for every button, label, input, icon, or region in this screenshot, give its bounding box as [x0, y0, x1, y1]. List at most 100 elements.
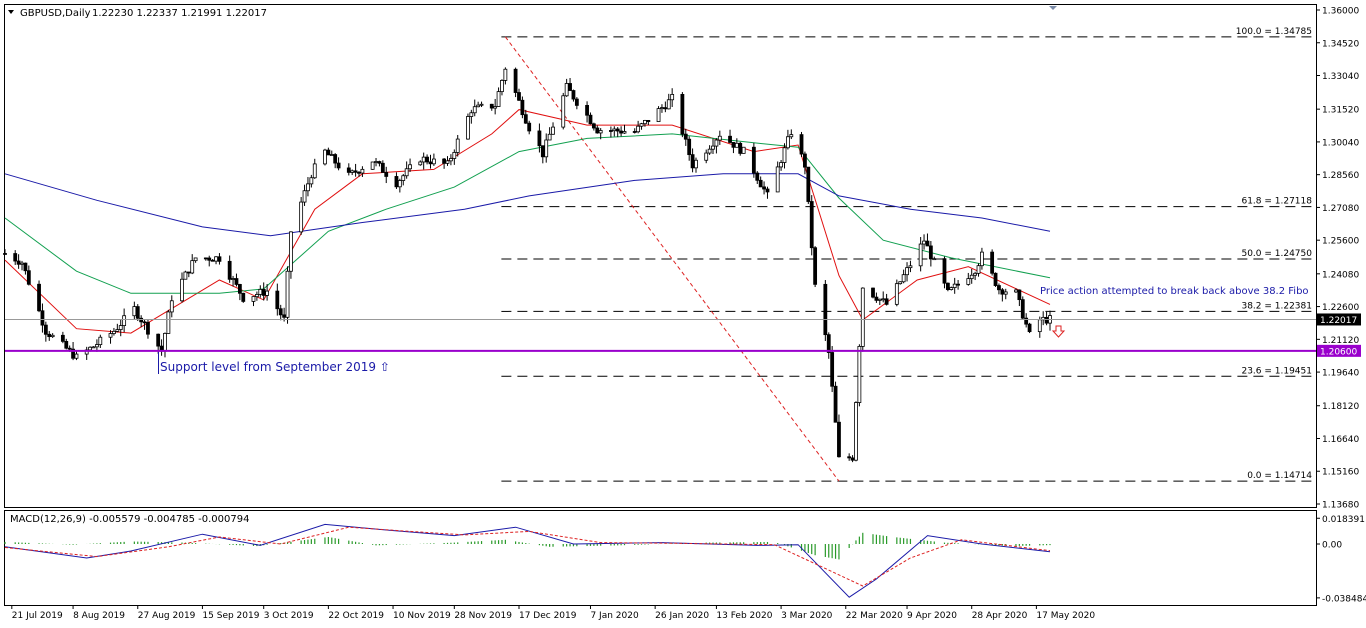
- candle-up: [115, 329, 120, 332]
- candle-down: [203, 257, 208, 260]
- candle-up: [408, 164, 412, 170]
- candle-up: [472, 106, 477, 114]
- candle-up: [493, 106, 498, 109]
- candle-down: [346, 167, 351, 173]
- candle-down: [1017, 289, 1022, 301]
- candle-down: [830, 352, 835, 387]
- candle-up: [932, 258, 937, 261]
- price-tick-label: 1.28560: [1322, 171, 1359, 181]
- candle-down: [925, 240, 930, 247]
- candle-down: [619, 130, 624, 134]
- candle-down: [428, 161, 433, 165]
- candle-up: [564, 83, 569, 97]
- price-tick-label: 1.15160: [1322, 468, 1359, 478]
- candle-up: [881, 298, 886, 301]
- candle-down: [489, 103, 494, 109]
- time-tick-label: 13 Feb 2020: [716, 611, 772, 621]
- time-tick-label: 7 Jan 2020: [590, 611, 638, 621]
- candle-up: [636, 125, 641, 133]
- fib-level-label: 0.0 = 1.14714: [1247, 471, 1312, 481]
- candle-up: [643, 119, 647, 125]
- candle-down: [809, 201, 814, 249]
- candle-up: [922, 240, 926, 245]
- candle-down: [813, 247, 818, 285]
- price-tick-label: 1.16640: [1322, 435, 1359, 445]
- candle-up: [132, 306, 137, 317]
- candle-up: [908, 265, 913, 269]
- candle-up: [163, 333, 167, 352]
- candle-up: [350, 170, 355, 173]
- price-tick-label: 1.36000: [1322, 7, 1359, 17]
- candle-down: [833, 385, 838, 423]
- candle-down: [156, 333, 161, 347]
- candle-down: [571, 90, 576, 100]
- candle-up: [299, 201, 304, 233]
- macd-line: [4, 523, 1051, 598]
- candle-up: [166, 311, 171, 334]
- candle-down: [241, 292, 246, 302]
- candle-down: [186, 271, 191, 274]
- fib-level-label: 38.2 = 1.22381: [1241, 301, 1312, 311]
- candle-down: [336, 162, 341, 169]
- price-tick-label: 1.22600: [1322, 303, 1359, 313]
- candle-down: [751, 146, 756, 174]
- candle-down: [731, 142, 736, 148]
- time-tick-label: 27 Aug 2019: [138, 611, 196, 621]
- candle-up: [323, 149, 327, 165]
- candle-up: [949, 287, 954, 290]
- candle-down: [799, 134, 804, 155]
- support-price-tag: [1317, 344, 1361, 357]
- candle-up: [312, 163, 317, 179]
- candle-down: [43, 324, 48, 335]
- moving-average-line: [4, 173, 1051, 237]
- price-tick-label: 1.19640: [1322, 369, 1359, 379]
- candle-down: [591, 123, 596, 129]
- candle-down: [997, 285, 1001, 291]
- trend-line-layer: [504, 36, 840, 482]
- candle-down: [60, 334, 65, 342]
- candle-up: [973, 272, 978, 276]
- candle-up: [544, 139, 549, 158]
- candle-down: [47, 333, 52, 338]
- fib-level-label: 50.0 = 1.24750: [1241, 249, 1312, 259]
- collapse-triangle-icon[interactable]: [1049, 6, 1057, 10]
- candle-up: [431, 158, 436, 165]
- candle-down: [728, 135, 732, 143]
- current-price-label: 1.22017: [1320, 316, 1357, 326]
- candle-down: [357, 171, 361, 174]
- support-annotation: Support level from September 2019 ⇧: [160, 360, 390, 374]
- candle-down: [26, 270, 31, 285]
- candle-up: [20, 262, 24, 265]
- candle-up: [118, 325, 123, 330]
- candle-down: [874, 296, 879, 301]
- price-tick-label: 1.33040: [1322, 72, 1359, 82]
- candle-up: [455, 138, 460, 153]
- price-action-annotation: Price action attempted to break back abo…: [1040, 286, 1309, 297]
- candle-up: [785, 136, 790, 149]
- time-tick-label: 9 Apr 2020: [907, 611, 957, 621]
- candle-up: [717, 135, 722, 141]
- candle-up: [860, 287, 865, 347]
- horizontal-levels: 1.20600 1.22017: [5, 313, 1361, 357]
- candle-up: [404, 168, 409, 177]
- candle-up: [670, 94, 675, 101]
- candle-down: [40, 310, 45, 326]
- price-tick-label: 1.13680: [1322, 501, 1359, 511]
- candle-down: [517, 92, 521, 101]
- candle-down: [527, 122, 532, 132]
- candle-down: [850, 457, 855, 461]
- candle-down: [1020, 299, 1025, 319]
- candle-up: [289, 231, 293, 272]
- candle-down: [142, 321, 147, 324]
- time-tick-label: 21 Jul 2019: [12, 611, 63, 621]
- candle-down: [568, 83, 572, 91]
- candle-down: [210, 259, 215, 262]
- candle-down: [993, 272, 998, 286]
- candle-down: [687, 138, 692, 156]
- triangle-down-icon[interactable]: [8, 10, 14, 14]
- candle-up: [707, 148, 712, 154]
- time-tick-label: 22 Mar 2020: [846, 611, 903, 621]
- candle-up: [190, 260, 195, 274]
- price-tick-label: 1.18120: [1322, 402, 1359, 412]
